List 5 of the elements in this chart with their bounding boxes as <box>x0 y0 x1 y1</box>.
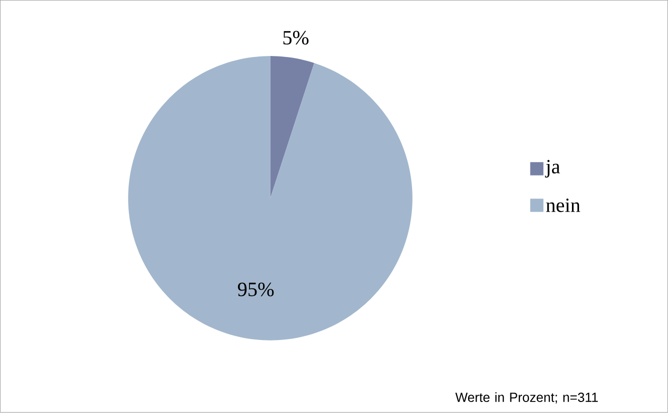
legend-label: nein <box>546 198 580 212</box>
data-label: 95% <box>238 282 274 296</box>
legend-label: ja <box>545 160 560 178</box>
data-label: 5% <box>283 31 309 45</box>
text: Werte in Prozent; n=311 <box>455 392 598 404</box>
